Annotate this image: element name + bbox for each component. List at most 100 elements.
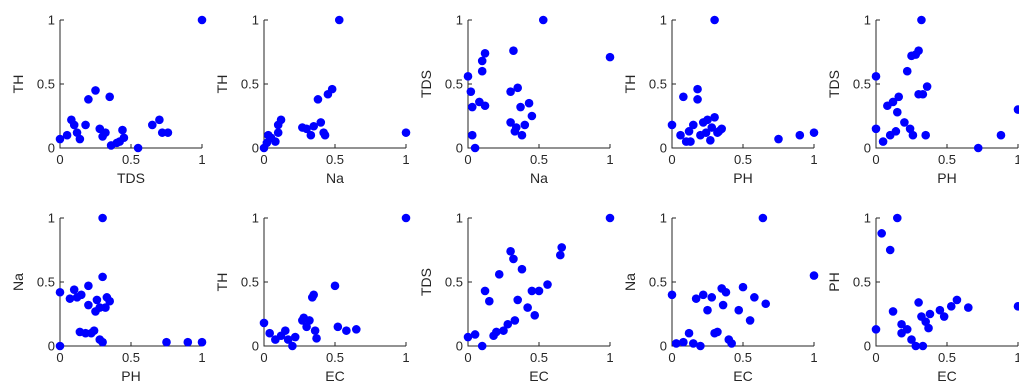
data-point	[334, 15, 344, 25]
x-tick-label: 1	[402, 152, 409, 167]
data-point	[701, 128, 711, 137]
y-axis-label: TH	[10, 75, 26, 94]
x-tick-label: 0	[872, 350, 879, 365]
x-tick-label: 0	[668, 152, 675, 167]
data-point	[312, 334, 321, 343]
data-point	[907, 335, 916, 344]
y-axis-label: TH	[622, 75, 638, 94]
data-point	[703, 305, 712, 315]
y-tick-label: 0	[660, 339, 667, 354]
data-point	[964, 303, 973, 312]
data-point	[917, 15, 926, 25]
x-tick-label: 0.5	[122, 152, 140, 167]
data-point	[513, 83, 522, 93]
data-point	[316, 118, 326, 127]
data-point	[310, 326, 320, 335]
x-tick-label: 0.5	[938, 350, 956, 365]
data-point	[119, 133, 129, 143]
data-point	[893, 213, 902, 223]
data-point	[302, 124, 311, 134]
data-point	[939, 312, 949, 321]
data-point	[69, 120, 79, 130]
y-tick-label: 1	[252, 211, 259, 226]
y-tick-label: 0	[864, 339, 871, 354]
data-point	[183, 337, 193, 347]
data-point	[401, 213, 411, 223]
data-point	[118, 125, 127, 135]
y-axis-label: Na	[622, 273, 638, 291]
data-point	[1013, 105, 1019, 114]
data-point	[309, 121, 319, 131]
data-point	[671, 339, 681, 348]
data-point	[922, 82, 932, 91]
x-tick-label: 0.5	[122, 350, 140, 365]
y-tick-label: 0	[864, 141, 871, 156]
y-axis-label: TH	[214, 75, 230, 94]
data-point	[750, 293, 759, 302]
data-point	[81, 120, 90, 130]
scatter-panel-4: 0 0.5 1 0 0.5 1 PH TH	[622, 13, 819, 186]
x-tick-label: 1	[810, 152, 817, 167]
data-point	[463, 72, 473, 81]
y-tick-label: 0.5	[445, 275, 463, 290]
y-tick-label: 1	[660, 211, 667, 226]
x-tick-label: 0	[56, 152, 63, 167]
data-point	[538, 15, 548, 25]
data-point	[891, 127, 901, 136]
data-point	[276, 115, 286, 125]
data-point	[313, 95, 323, 104]
data-point	[520, 120, 530, 130]
data-point	[105, 92, 114, 102]
data-point	[527, 286, 537, 296]
data-point	[333, 322, 343, 332]
data-point	[401, 128, 411, 137]
x-axis-label: Na	[326, 170, 344, 186]
data-point	[605, 52, 615, 62]
data-point	[713, 327, 722, 337]
y-tick-label: 0.5	[853, 275, 871, 290]
data-point	[925, 309, 935, 319]
y-tick-label: 0.5	[445, 77, 463, 92]
data-point	[62, 130, 72, 140]
data-point	[330, 281, 340, 291]
data-point	[89, 326, 99, 335]
axis-lines	[671, 218, 814, 347]
data-point	[914, 46, 923, 56]
data-point	[271, 137, 280, 146]
data-point	[706, 136, 715, 145]
axis-lines	[59, 218, 202, 347]
data-point	[543, 280, 552, 289]
data-point	[809, 128, 819, 137]
x-tick-label: 1	[606, 152, 613, 167]
y-tick-label: 0.5	[853, 77, 871, 92]
data-point	[689, 339, 698, 348]
x-tick-label: 1	[198, 350, 205, 365]
y-tick-label: 0.5	[649, 275, 667, 290]
data-point	[698, 290, 708, 300]
data-point	[871, 325, 881, 334]
x-tick-label: 1	[1014, 152, 1019, 167]
x-axis-label: EC	[733, 368, 752, 384]
x-tick-label: 0	[260, 152, 267, 167]
data-point	[761, 299, 771, 309]
scatter-panel-9: 0 0.5 1 0 0.5 1 EC Na	[622, 211, 819, 384]
x-tick-label: 0	[260, 350, 267, 365]
x-tick-label: 0.5	[734, 350, 752, 365]
scatter-panel-10: 0 0.5 1 0 0.5 1 EC PH	[826, 211, 1019, 384]
y-tick-label: 0	[48, 339, 55, 354]
data-point	[894, 92, 904, 102]
y-tick-label: 1	[456, 13, 463, 28]
data-point	[467, 130, 477, 140]
data-point	[996, 130, 1006, 140]
x-tick-label: 0	[464, 350, 471, 365]
data-point	[952, 295, 962, 305]
data-point	[707, 293, 717, 302]
data-point	[745, 316, 755, 325]
data-point	[84, 300, 93, 310]
data-point	[517, 264, 527, 274]
data-point	[197, 337, 207, 347]
data-point	[77, 290, 86, 300]
y-tick-label: 1	[48, 13, 55, 28]
data-point	[911, 341, 921, 351]
data-point	[509, 254, 518, 264]
